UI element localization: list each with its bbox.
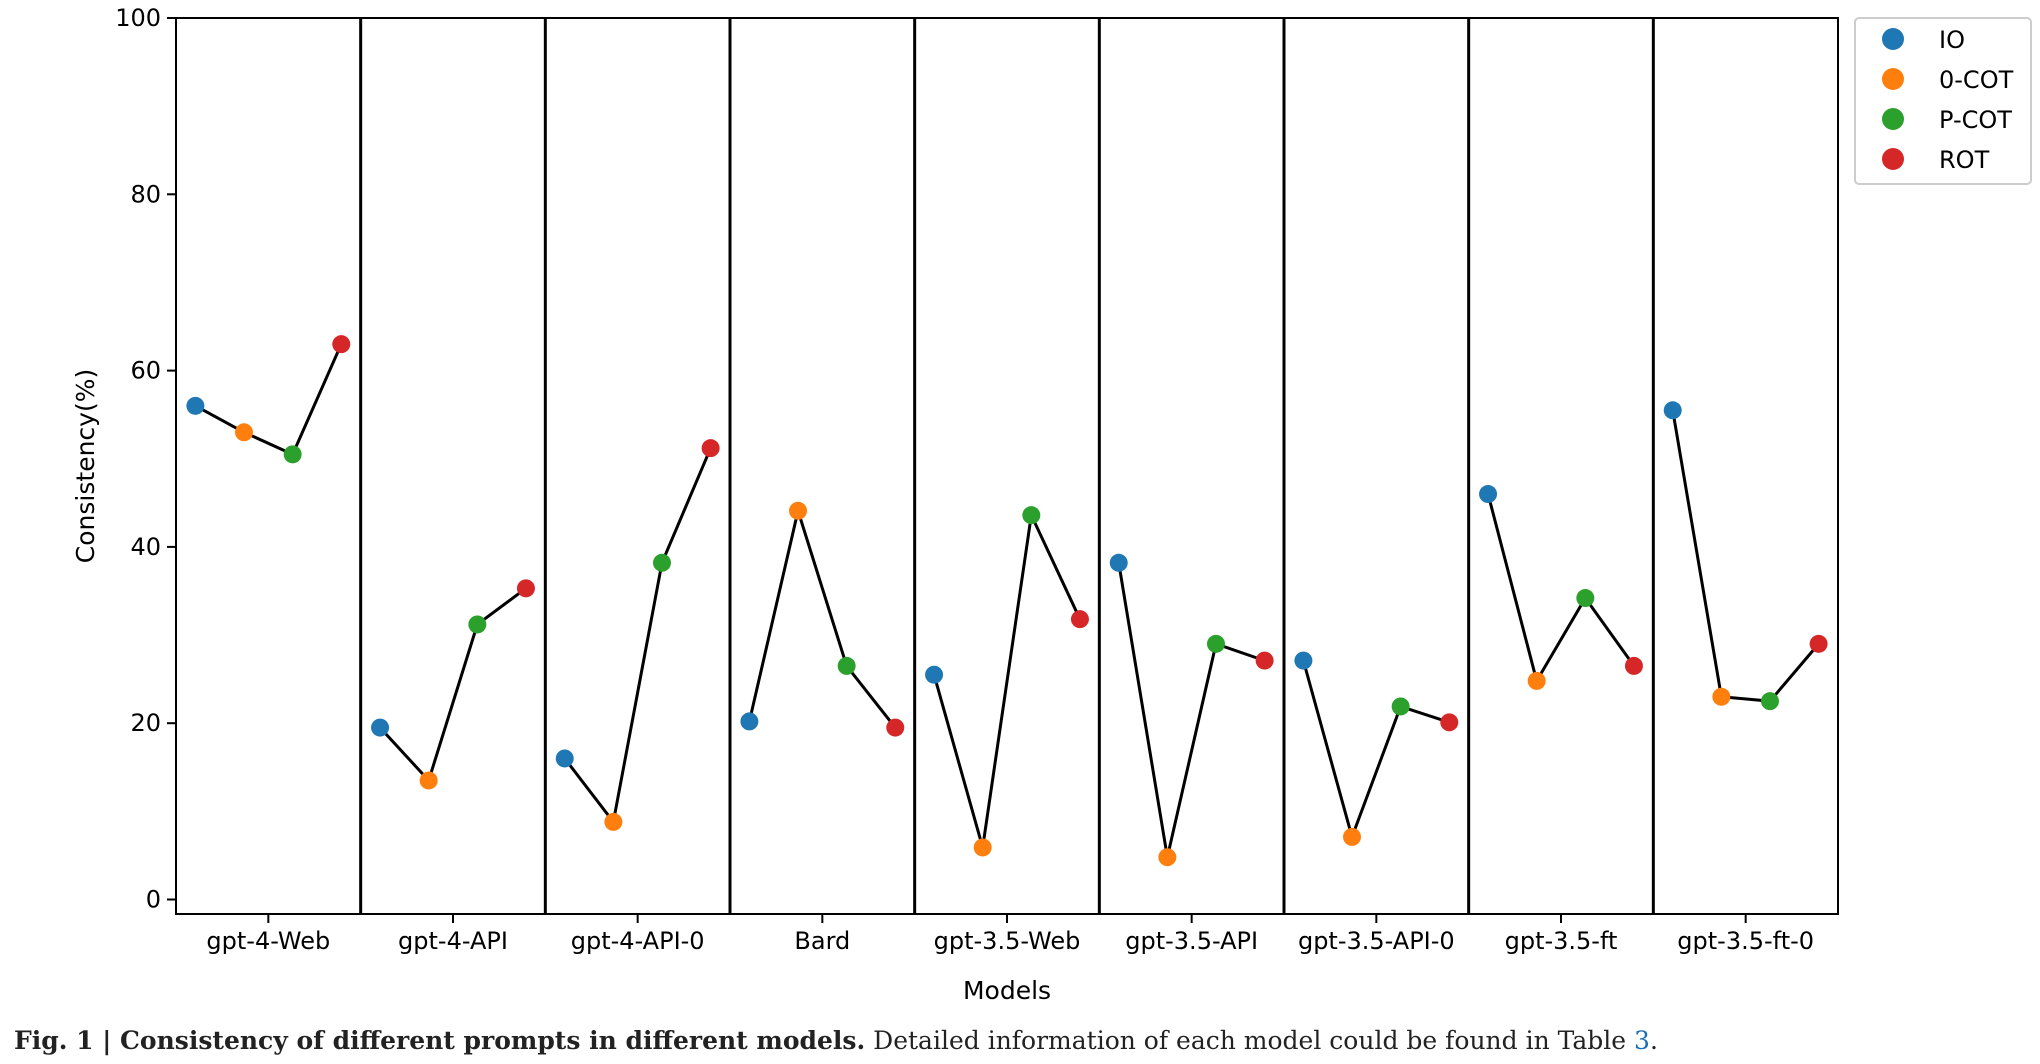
data-point <box>235 423 254 442</box>
data-point <box>837 656 856 675</box>
legend-label: IO <box>1939 26 1965 54</box>
x-tick-label: gpt-3.5-Web <box>934 927 1081 955</box>
y-axis-label: Consistency(%) <box>71 369 100 563</box>
x-axis-ticks: gpt-4-Web gpt-4-API gpt-4-API-0 Bard gpt-3.5… <box>206 914 1814 955</box>
data-point <box>1391 697 1410 716</box>
series-line <box>1301 660 1450 842</box>
y-tick-label: 100 <box>115 4 161 32</box>
data-point <box>1158 848 1177 867</box>
data-point <box>1070 610 1089 629</box>
series-line <box>194 343 343 457</box>
caption-end: . <box>1649 1026 1658 1055</box>
data-point <box>516 579 535 598</box>
data-point <box>371 718 390 737</box>
data-point <box>1255 651 1274 670</box>
data-point <box>1527 671 1546 690</box>
x-tick-label: gpt-4-Web <box>206 927 330 955</box>
data-point <box>1576 589 1595 608</box>
data-point <box>740 712 759 731</box>
legend-marker <box>1882 148 1904 170</box>
figure-caption: Fig. 1 | Consistency of different prompt… <box>14 1026 2024 1055</box>
data-point <box>1663 401 1682 420</box>
series-connecting-lines <box>194 343 1820 858</box>
y-tick-label: 0 <box>146 886 161 914</box>
legend-marker <box>1882 28 1904 50</box>
data-point <box>1206 634 1225 653</box>
data-point <box>652 553 671 572</box>
data-point <box>604 812 623 831</box>
data-point <box>1712 687 1731 706</box>
data-point <box>1343 827 1362 846</box>
series-line <box>1671 410 1820 703</box>
data-point <box>1624 656 1643 675</box>
data-point <box>283 445 302 464</box>
x-tick-label: gpt-3.5-API-0 <box>1298 927 1455 955</box>
legend-label: 0-COT <box>1939 66 2014 94</box>
x-tick-label: gpt-3.5-API <box>1125 927 1258 955</box>
data-point <box>973 838 992 857</box>
data-point <box>1809 634 1828 653</box>
legend-marker <box>1882 68 1904 90</box>
series-line <box>563 447 712 826</box>
data-point <box>1440 713 1459 732</box>
series-line <box>1486 493 1636 685</box>
x-tick-label: gpt-4-API <box>398 927 508 955</box>
x-tick-label: gpt-4-API-0 <box>571 927 705 955</box>
x-tick-label: gpt-3.5-ft <box>1505 927 1618 955</box>
series-line <box>378 587 527 784</box>
legend-label: P-COT <box>1939 106 2012 134</box>
x-tick-label: gpt-3.5-ft-0 <box>1677 927 1814 955</box>
data-point <box>1760 692 1779 711</box>
y-tick-label: 60 <box>130 357 161 385</box>
data-point <box>1022 506 1041 525</box>
data-point <box>925 665 944 684</box>
caption-text: Detailed information of each model could… <box>865 1026 1635 1055</box>
model-panels <box>359 18 1655 914</box>
legend-label: ROT <box>1939 146 1990 174</box>
y-tick-label: 40 <box>130 533 161 561</box>
legend-box <box>1854 17 2032 185</box>
data-point <box>419 771 438 790</box>
data-point <box>701 439 720 458</box>
data-point <box>1294 651 1313 670</box>
data-point <box>555 749 574 768</box>
y-tick-label: 80 <box>130 180 161 208</box>
data-point <box>886 718 905 737</box>
data-point <box>332 335 351 354</box>
data-point <box>1479 485 1498 504</box>
caption-table-link[interactable]: 3 <box>1634 1026 1650 1055</box>
series-line <box>932 509 1082 848</box>
y-axis-ticks: 0 20 40 60 80 100 <box>115 4 176 914</box>
series-line <box>747 505 897 729</box>
y-tick-label: 20 <box>130 709 161 737</box>
data-point <box>186 396 205 415</box>
plot-frame <box>175 17 1839 915</box>
data-points <box>186 335 1828 867</box>
x-axis-label: Models <box>963 976 1051 1005</box>
caption-title: Fig. 1 | Consistency of different prompt… <box>14 1026 866 1055</box>
data-point <box>1109 553 1128 572</box>
legend: IO 0-COT P-COT ROT <box>1854 17 2032 185</box>
data-point <box>789 501 808 520</box>
data-point <box>468 615 487 634</box>
x-tick-label: Bard <box>794 927 850 955</box>
legend-marker <box>1882 108 1904 130</box>
series-line <box>1117 562 1266 858</box>
